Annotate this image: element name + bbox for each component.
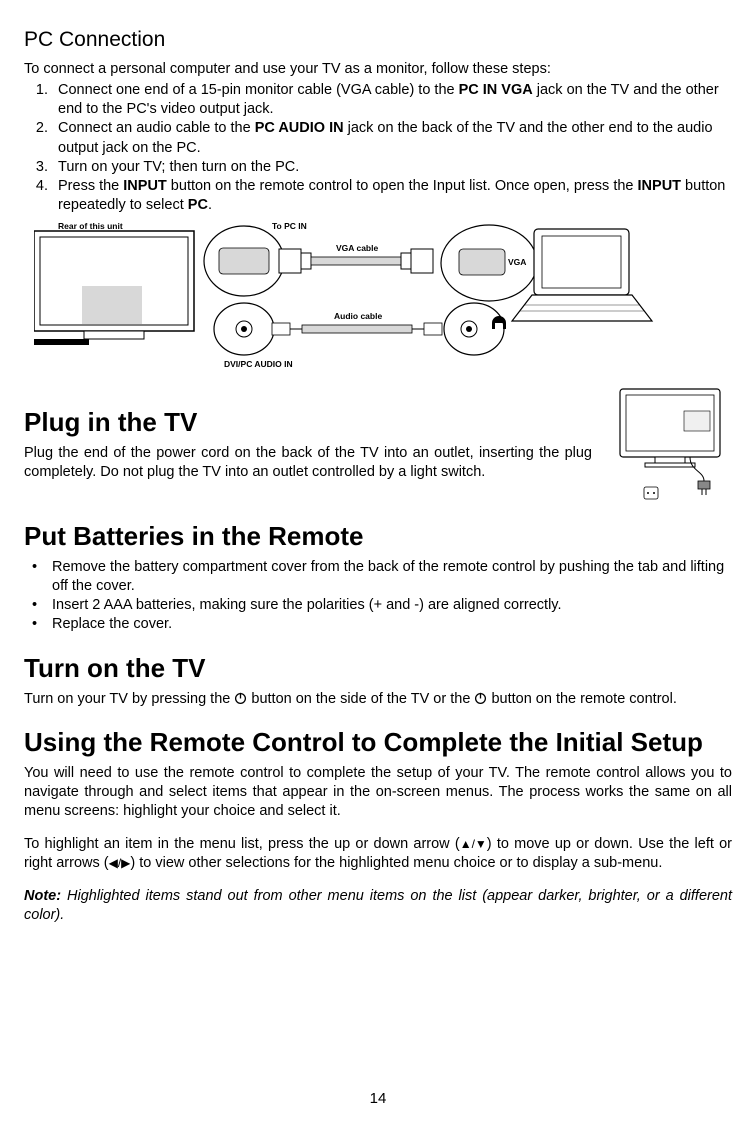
vga-label: VGA <box>508 257 526 267</box>
vga-cable-label: VGA cable <box>336 243 378 253</box>
dvi-pc-audio-label: DVI/PC AUDIO IN <box>224 359 293 369</box>
remote-setup-para1: You will need to use the remote control … <box>24 764 732 821</box>
plug-in-title: Plug in the TV <box>24 407 592 438</box>
step-2: Connect an audio cable to the PC AUDIO I… <box>52 119 732 157</box>
remote-setup-title: Using the Remote Control to Complete the… <box>24 727 732 758</box>
connection-diagram: Rear of this unit <box>34 221 674 371</box>
up-down-arrow-icon: ▲/▼ <box>460 837 487 853</box>
batteries-list: Remove the battery compartment cover fro… <box>24 558 732 635</box>
rear-unit-label: Rear of this unit <box>58 221 123 231</box>
pc-connection-steps: Connect one end of a 15-pin monitor cabl… <box>24 81 732 215</box>
power-icon <box>474 692 487 705</box>
turn-on-title: Turn on the TV <box>24 653 732 684</box>
step-3: Turn on your TV; then turn on the PC. <box>52 158 732 177</box>
tv-plug-icon <box>612 383 732 503</box>
turn-on-text: Turn on your TV by pressing the button o… <box>24 690 732 709</box>
pc-connection-intro: To connect a personal computer and use y… <box>24 60 732 79</box>
remote-setup-para2: To highlight an item in the menu list, p… <box>24 835 732 873</box>
left-right-arrow-icon: ◀/▶ <box>109 856 131 872</box>
remote-setup-note: Note: Highlighted items stand out from o… <box>24 887 732 925</box>
to-pc-in-label: To PC IN <box>272 221 307 231</box>
battery-item-1: Remove the battery compartment cover fro… <box>28 558 732 596</box>
step-1: Connect one end of a 15-pin monitor cabl… <box>52 81 732 119</box>
power-icon <box>234 692 247 705</box>
battery-item-3: Replace the cover. <box>28 615 732 634</box>
battery-item-2: Insert 2 AAA batteries, making sure the … <box>28 596 732 615</box>
page-number: 14 <box>0 1090 756 1107</box>
plug-in-text: Plug the end of the power cord on the ba… <box>24 444 592 482</box>
pc-connection-title: PC Connection <box>24 28 732 52</box>
step-4: Press the INPUT button on the remote con… <box>52 177 732 215</box>
audio-cable-label: Audio cable <box>334 311 382 321</box>
batteries-title: Put Batteries in the Remote <box>24 521 732 552</box>
